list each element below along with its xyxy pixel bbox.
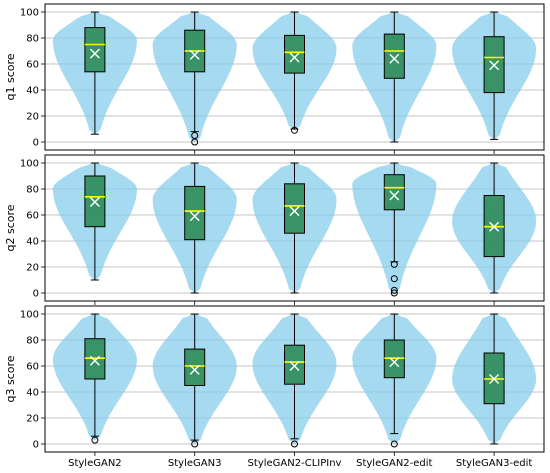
- x-tick-label: StyleGAN3: [168, 458, 222, 469]
- y-tick-label: 80: [26, 185, 39, 196]
- panel-frame: [44, 305, 545, 453]
- mean-marker: [289, 52, 300, 63]
- panel-frame: [44, 3, 545, 151]
- mean-marker: [489, 374, 500, 384]
- y-tick-label: 20: [26, 112, 39, 123]
- outlier-point: [390, 289, 398, 297]
- iqr-box: [284, 34, 305, 74]
- mean-marker: [189, 49, 200, 60]
- mean-marker: [189, 364, 200, 375]
- y-tick-label: 60: [26, 211, 39, 222]
- outlier-point: [291, 126, 298, 134]
- x-tick-label: StyleGAN3-edit: [456, 458, 532, 469]
- iqr-box: [184, 348, 206, 387]
- y-tick-label: 80: [26, 34, 39, 45]
- outlier-point: [390, 260, 398, 268]
- outlier-point: [390, 275, 398, 283]
- mean-marker: [489, 221, 500, 232]
- iqr-box: [84, 27, 106, 73]
- outlier-point: [390, 440, 398, 448]
- y-tick-label: 40: [26, 388, 39, 399]
- mean-marker: [289, 361, 300, 371]
- y-tick-label: 20: [26, 263, 39, 274]
- mean-marker: [389, 53, 400, 64]
- y-tick-label: 60: [26, 362, 39, 373]
- mean-marker: [389, 357, 400, 368]
- y-tick-label: 0: [33, 138, 39, 149]
- outlier-point: [390, 286, 398, 294]
- y-tick-label: 80: [26, 336, 39, 347]
- panel-frame: [44, 154, 545, 302]
- y-tick-label: 0: [33, 440, 39, 451]
- mean-marker: [489, 60, 500, 71]
- outlier-point: [291, 440, 298, 448]
- y-tick-label: 40: [26, 86, 39, 97]
- mean-marker: [89, 355, 100, 366]
- x-tick-label: StyleGAN2-edit: [356, 458, 432, 469]
- mean-marker: [289, 206, 300, 217]
- x-tick-label: StyleGAN2: [68, 458, 122, 469]
- y-tick-label: 20: [26, 414, 39, 425]
- x-tick-label: StyleGAN2-CLIPInv: [248, 458, 342, 469]
- y-axis-label: q1 score: [4, 53, 17, 100]
- iqr-box: [383, 174, 405, 211]
- y-tick-label: 40: [26, 237, 39, 248]
- y-tick-label: 100: [20, 8, 39, 19]
- mean-marker: [89, 197, 100, 207]
- iqr-box: [184, 185, 206, 241]
- y-tick-label: 60: [26, 60, 39, 71]
- outlier-point: [191, 138, 199, 146]
- y-tick-label: 0: [33, 289, 39, 300]
- mean-marker: [89, 48, 100, 59]
- y-axis-label: q3 score: [4, 355, 17, 402]
- iqr-box: [284, 344, 305, 385]
- y-tick-label: 100: [20, 310, 39, 321]
- iqr-box: [284, 183, 305, 234]
- mean-marker: [189, 211, 200, 222]
- outlier-point: [191, 440, 199, 448]
- outlier-point: [91, 436, 99, 444]
- iqr-box: [383, 33, 405, 79]
- mean-marker: [389, 190, 400, 201]
- y-tick-label: 100: [20, 159, 39, 170]
- y-axis-label: q2 score: [4, 204, 17, 251]
